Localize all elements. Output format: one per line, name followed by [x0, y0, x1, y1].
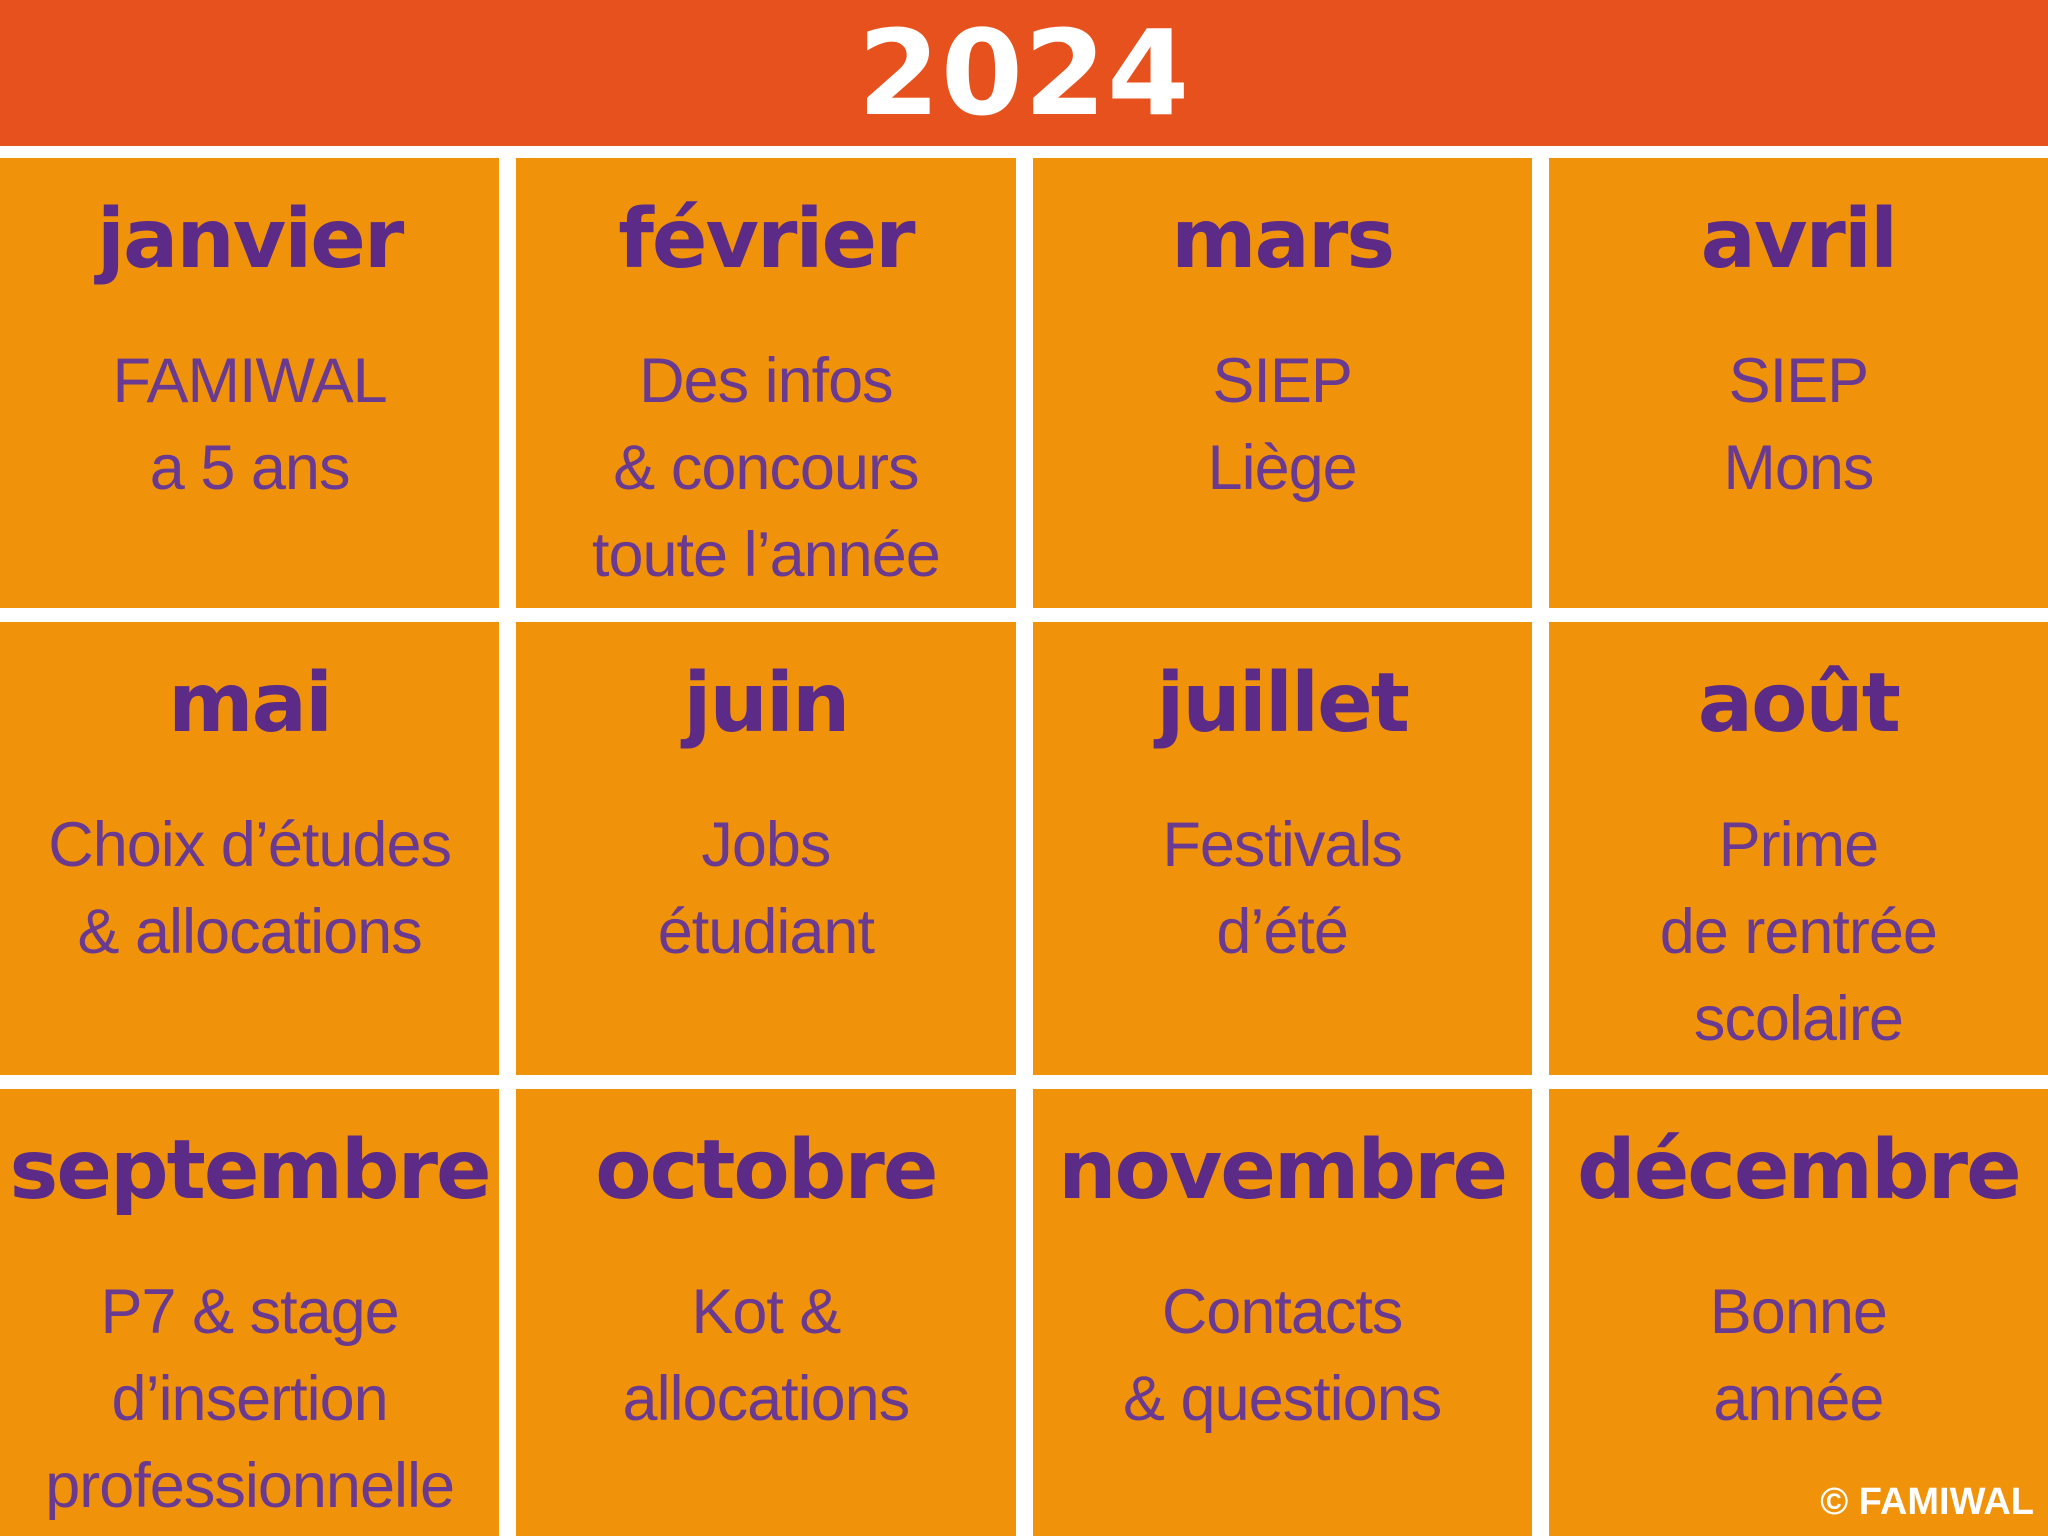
month-body: SIEP Liège: [1207, 338, 1358, 512]
month-event-line: SIEP: [1212, 346, 1353, 416]
month-name: août: [1697, 655, 1901, 751]
month-event-line: Liège: [1207, 433, 1358, 503]
year-header-band: 2024: [0, 0, 2048, 146]
month-event-line: de rentrée: [1659, 897, 1938, 967]
month-event-line: Choix d’études: [48, 810, 452, 880]
month-cell-janvier: janvier FAMIWAL a 5 ans: [0, 158, 500, 608]
month-event-line: toute l’année: [591, 520, 941, 590]
month-cell-novembre: novembre Contacts & questions: [1032, 1089, 1532, 1536]
month-cell-decembre: décembre Bonne année: [1548, 1089, 2048, 1536]
month-body: Kot & allocations: [622, 1269, 911, 1443]
month-name: février: [618, 191, 915, 287]
month-body: Des infos & concours toute l’année: [591, 338, 941, 599]
month-event-line: Jobs: [701, 810, 831, 880]
month-body: Contacts & questions: [1123, 1269, 1442, 1443]
month-event-line: Prime: [1718, 810, 1880, 880]
month-event-line: allocations: [622, 1364, 911, 1434]
month-cell-aout: août Prime de rentrée scolaire: [1548, 622, 2048, 1075]
month-event-line: Contacts: [1161, 1277, 1404, 1347]
month-body: Choix d’études & allocations: [48, 802, 452, 976]
month-event-line: FAMIWAL: [112, 346, 388, 416]
month-body: Festivals d’été: [1162, 802, 1403, 976]
copyright-credit: © FAMIWAL: [1820, 1481, 2034, 1523]
month-event-line: & concours: [613, 433, 919, 503]
month-body: SIEP Mons: [1723, 338, 1874, 512]
month-event-line: P7 & stage: [100, 1277, 400, 1347]
month-name: septembre: [9, 1122, 492, 1218]
month-cell-juillet: juillet Festivals d’été: [1032, 622, 1532, 1075]
month-name: mars: [1171, 191, 1395, 287]
month-name: avril: [1700, 191, 1898, 287]
month-event-line: & allocations: [77, 897, 423, 967]
month-event-line: Bonne: [1709, 1277, 1888, 1347]
month-cell-avril: avril SIEP Mons: [1548, 158, 2048, 608]
month-event-line: scolaire: [1693, 984, 1904, 1054]
month-body: Prime de rentrée scolaire: [1659, 802, 1938, 1063]
month-event-line: professionnelle: [45, 1451, 455, 1521]
month-cell-juin: juin Jobs étudiant: [516, 622, 1016, 1075]
month-event-line: Des infos: [639, 346, 894, 416]
month-event-line: d’été: [1216, 897, 1349, 967]
month-event-line: Festivals: [1162, 810, 1403, 880]
month-name: novembre: [1058, 1122, 1508, 1218]
month-body: Bonne année: [1709, 1269, 1888, 1443]
month-cell-septembre: septembre P7 & stage d’insertion professio…: [0, 1089, 500, 1536]
month-name: octobre: [595, 1122, 938, 1218]
month-cell-fevrier: février Des infos & concours toute l’année: [516, 158, 1016, 608]
month-name: mai: [168, 655, 333, 751]
month-event-line: étudiant: [657, 897, 875, 967]
months-grid: janvier FAMIWAL a 5 ans février Des infos…: [0, 158, 2048, 1536]
month-name: juillet: [1156, 655, 1410, 751]
month-cell-octobre: octobre Kot & allocations: [516, 1089, 1016, 1536]
month-cell-mai: mai Choix d’études & allocations: [0, 622, 500, 1075]
month-cell-mars: mars SIEP Liège: [1032, 158, 1532, 608]
month-event-line: SIEP: [1728, 346, 1870, 416]
month-event-line: année: [1713, 1364, 1884, 1434]
month-event-line: Mons: [1723, 433, 1874, 503]
month-event-line: & questions: [1123, 1364, 1442, 1434]
month-event-line: d’insertion: [111, 1364, 389, 1434]
month-body: FAMIWAL a 5 ans: [112, 338, 388, 512]
month-name: décembre: [1577, 1122, 2022, 1218]
month-event-line: a 5 ans: [149, 433, 351, 503]
month-name: juin: [683, 655, 850, 751]
year-title: 2024: [857, 4, 1191, 142]
month-body: P7 & stage d’insertion professionnelle: [45, 1269, 455, 1530]
month-name: janvier: [96, 191, 404, 287]
month-body: Jobs étudiant: [657, 802, 875, 976]
month-event-line: Kot &: [691, 1277, 841, 1347]
